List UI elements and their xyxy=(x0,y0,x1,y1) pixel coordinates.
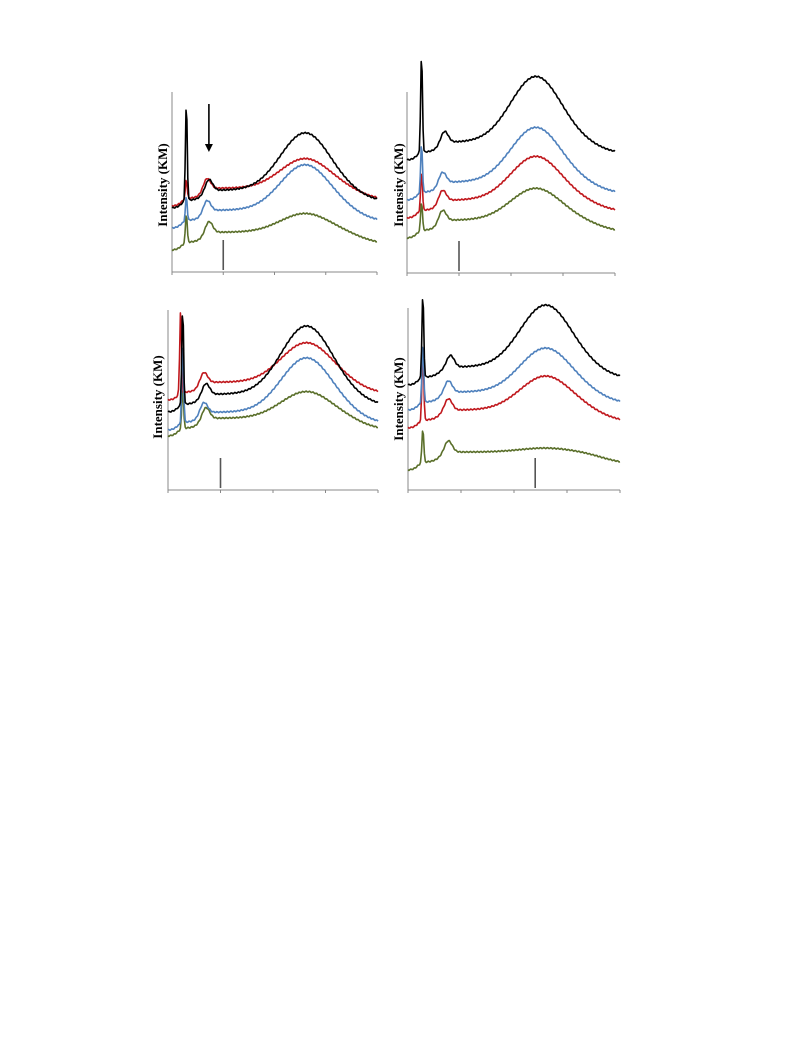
series-line-black xyxy=(167,315,379,413)
series-line-black xyxy=(171,109,378,209)
annotation-arrow-head xyxy=(204,144,213,152)
series-line-green xyxy=(407,430,621,472)
series-line-green xyxy=(406,187,616,240)
series-line-red xyxy=(171,157,378,207)
series-line-blue xyxy=(167,347,379,432)
series-line-red xyxy=(407,355,621,429)
series-line-red xyxy=(406,155,616,219)
series-line-black xyxy=(406,60,616,161)
series-line-blue xyxy=(406,126,616,202)
series-line-black xyxy=(407,298,621,386)
series-line-blue xyxy=(171,163,378,230)
series-line-green xyxy=(167,390,379,438)
series-line-blue xyxy=(407,346,621,412)
series-line-green xyxy=(171,212,378,252)
